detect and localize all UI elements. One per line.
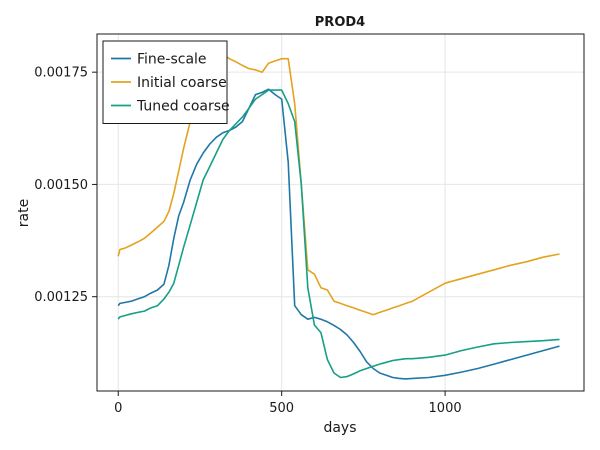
series-line-initial-coarse bbox=[117, 48, 560, 316]
series-line-tuned-coarse bbox=[117, 89, 560, 379]
y-tick-label: 0.00175 bbox=[34, 66, 88, 81]
x-tick-label: 1000 bbox=[429, 401, 462, 416]
y-tick-label: 0.00150 bbox=[34, 178, 88, 193]
legend: Fine-scale Initial coarse Tuned coarse bbox=[102, 40, 230, 124]
legend-label-tuned-coarse: Tuned coarse bbox=[136, 99, 230, 115]
series-lines bbox=[117, 48, 560, 380]
x-tick-label: 0 bbox=[114, 401, 122, 416]
x-tick-label: 500 bbox=[269, 401, 294, 416]
legend-label-fine-scale: Fine-scale bbox=[137, 52, 207, 68]
chart-title: PROD4 bbox=[315, 15, 365, 30]
y-axis-label: rate bbox=[16, 199, 32, 227]
y-tick-label: 0.00125 bbox=[34, 290, 88, 305]
plot-frame bbox=[96, 33, 585, 392]
series-line-fine-scale bbox=[117, 88, 560, 380]
axis-ticks: 0 500 1000 0.00125 0.00150 0.00175 bbox=[34, 66, 461, 416]
legend-label-initial-coarse: Initial coarse bbox=[137, 75, 227, 91]
x-axis-label: days bbox=[323, 420, 356, 436]
